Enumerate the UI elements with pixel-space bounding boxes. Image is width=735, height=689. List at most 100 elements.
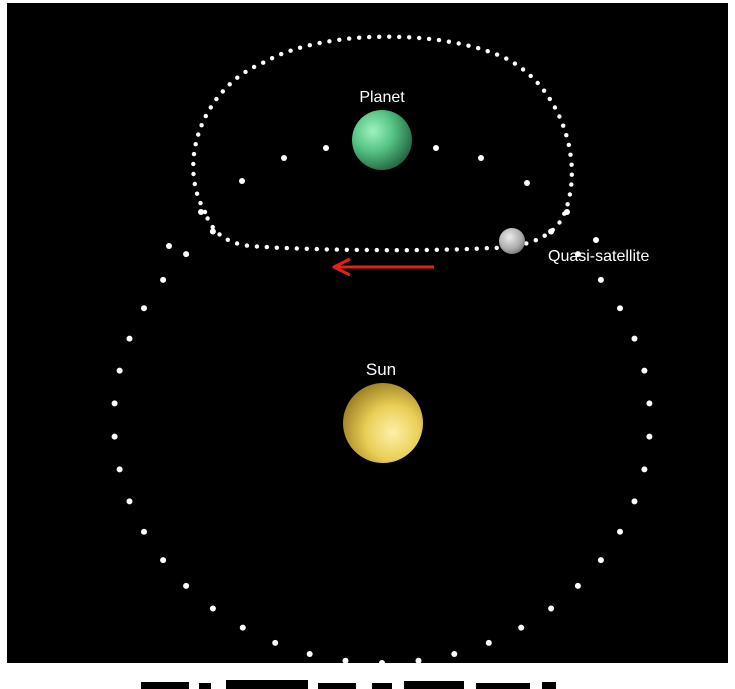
orbit-dot (116, 367, 123, 374)
orbit-dot (631, 335, 638, 342)
loop-dot (205, 216, 210, 221)
loop-dot (288, 48, 293, 53)
loop-dot (274, 245, 279, 250)
loop-dot (541, 88, 547, 93)
loop-dot (210, 224, 215, 230)
loop-dot (261, 60, 266, 65)
orbit-dot (631, 498, 638, 505)
loop-dot (324, 247, 329, 252)
loop-dot (191, 151, 197, 157)
loop-dot (504, 56, 509, 61)
loop-dot (569, 182, 574, 187)
loop-dot (203, 113, 208, 119)
planet (352, 110, 412, 170)
orbit-dot (574, 251, 581, 258)
loop-dot (533, 238, 538, 243)
loop-dot (337, 37, 342, 42)
orbit-dot (485, 639, 492, 646)
inner-dot (281, 155, 287, 161)
loop-dot (414, 247, 419, 253)
loop-dot (474, 246, 479, 251)
loop-dot (454, 247, 459, 252)
loop-dot (214, 96, 219, 102)
orbit-dot (116, 466, 123, 473)
loop-dot (407, 35, 412, 40)
loop-dot (485, 49, 490, 54)
loop-dot (384, 248, 389, 253)
loop-dot (446, 39, 452, 44)
orbit-dot (617, 528, 623, 535)
loop-dot (304, 246, 309, 251)
cropped-caption-fragment (141, 680, 556, 689)
inner-dot (239, 178, 245, 184)
loop-dot (494, 245, 499, 251)
inner-dot (323, 145, 329, 151)
inner-orbit-dots (166, 145, 599, 249)
loop-dot (367, 34, 372, 40)
loop-dot (217, 232, 222, 237)
orbit-dot (646, 433, 653, 440)
orbit-dot (272, 639, 279, 646)
orbit-dot (209, 605, 216, 612)
loop-dot (297, 45, 303, 50)
orbit-dot (306, 651, 313, 657)
loop-dot (377, 34, 382, 39)
orbit-dot (641, 367, 648, 374)
loop-dot (456, 41, 461, 46)
loop-dot (397, 34, 402, 40)
orbit-dot (646, 400, 653, 407)
loop-dot (566, 142, 571, 148)
orbit-dot (574, 582, 581, 589)
loop-dot (528, 73, 533, 79)
planet-label: Planet (359, 89, 405, 106)
loop-dot (364, 247, 369, 253)
loop-dot (193, 142, 198, 147)
loop-dot (344, 247, 349, 252)
orbit-dot (415, 657, 422, 664)
loop-dot (208, 105, 213, 110)
loop-dot (196, 132, 201, 137)
loop-dot (557, 220, 562, 225)
loop-dot (269, 56, 275, 61)
loop-dot (191, 161, 196, 167)
loop-dot (220, 89, 225, 94)
inner-dot (524, 180, 530, 186)
loop-dot (394, 248, 399, 253)
loop-dot (347, 36, 352, 41)
loop-dot (199, 123, 204, 128)
loop-dot (524, 241, 529, 246)
loop-dot (564, 133, 569, 138)
loop-dot (314, 246, 319, 252)
loop-dot (444, 247, 449, 252)
loop-dot (535, 80, 540, 86)
loop-dot (436, 37, 442, 43)
orbit-dot (617, 305, 623, 312)
orbit-dot (597, 557, 604, 564)
orbit-dot (209, 228, 216, 235)
orbit-dot (548, 605, 555, 612)
loop-dot (567, 192, 573, 197)
loop-dot (235, 75, 240, 80)
loop-dot (466, 43, 471, 48)
loop-dot (317, 40, 322, 46)
inner-dot (198, 209, 204, 215)
loop-dot (464, 246, 469, 252)
loop-dot (512, 61, 518, 66)
loop-dot (417, 35, 422, 41)
inner-dot (433, 145, 439, 151)
loop-dot (387, 34, 392, 39)
loop-dot (243, 69, 248, 75)
orbit-dot (111, 433, 118, 440)
planet-orbit-dots (111, 228, 653, 666)
loop-dot (191, 171, 196, 177)
loop-dot (334, 247, 339, 252)
orbit-dot (597, 276, 604, 283)
inner-dot (593, 237, 599, 243)
sun-label: Sun (366, 360, 396, 379)
loop-dot (194, 191, 200, 196)
orbit-dot (342, 657, 349, 664)
orbit-dot (126, 335, 133, 342)
loop-dot (561, 123, 566, 128)
loop-dot (569, 162, 574, 167)
